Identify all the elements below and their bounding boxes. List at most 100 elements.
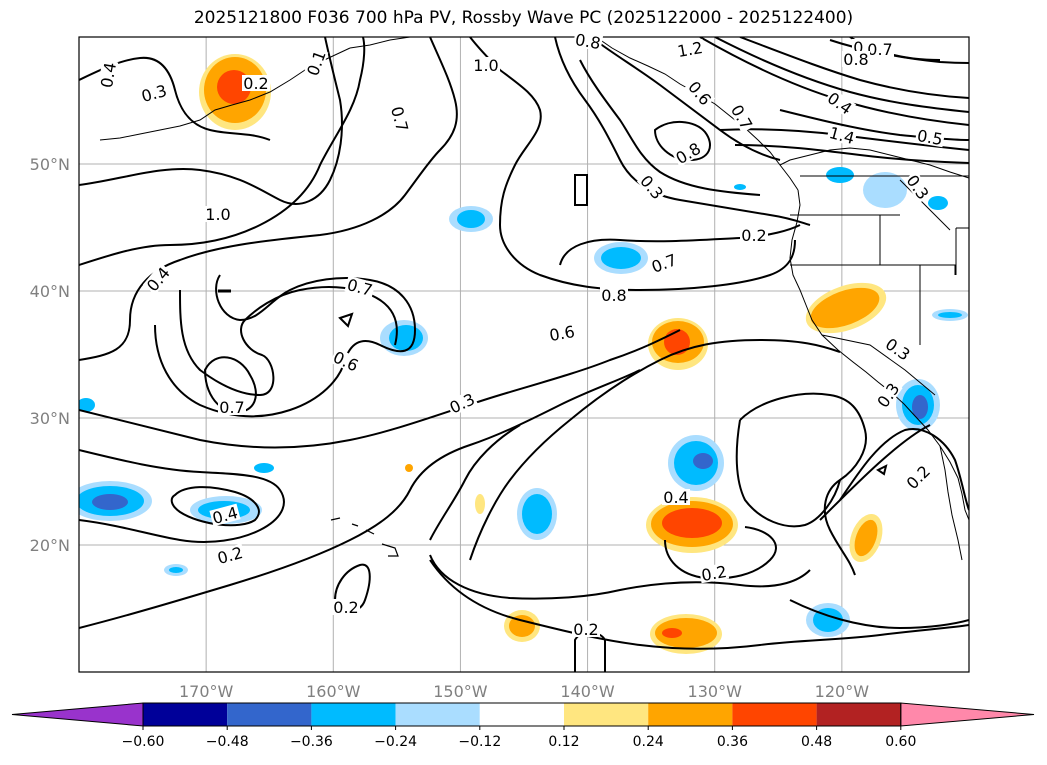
contour-label: 1.0 <box>205 205 230 224</box>
contour-label: 0.8 <box>843 50 868 69</box>
positive-anomaly-south <box>646 497 738 553</box>
lon-tick-label: 130°W <box>688 682 743 701</box>
contour-label-bg <box>242 75 270 91</box>
pv-contours <box>79 37 969 672</box>
graticule <box>79 37 969 672</box>
contour-label-bg <box>914 126 946 148</box>
lat-tick-label: 50°N <box>30 155 70 174</box>
longitude-tick-labels: 170°W 160°W 150°W 140°W 130°W 120°W <box>179 682 869 701</box>
contour-label: 0.2 <box>333 598 358 617</box>
contour-label-bg <box>472 57 500 73</box>
colorbar-box <box>395 703 480 726</box>
contour-label-bg <box>684 77 716 109</box>
contour-label: 0.2 <box>741 226 766 245</box>
positive-anomaly-southwest <box>849 513 883 563</box>
contour-label-bg <box>445 389 479 417</box>
colorbar-box <box>227 703 312 726</box>
contour-label-bg <box>600 287 628 303</box>
contour-label-bg <box>329 347 363 375</box>
colorbar-tick-label: 0.48 <box>801 734 832 750</box>
negative-anomaly-north <box>380 206 648 356</box>
lat-tick-label: 40°N <box>30 282 70 301</box>
contour-label: 1.2 <box>676 38 704 61</box>
colorbar-extend-high <box>900 702 1035 727</box>
contour-label-bg <box>698 562 730 584</box>
contour-label-bg <box>344 275 376 299</box>
contour-label: 0.4 <box>97 61 120 89</box>
contour-label-bg <box>388 103 412 135</box>
contour-label-bg <box>740 227 768 243</box>
colorbar-box <box>816 703 901 726</box>
contour-label-bg <box>214 543 246 567</box>
contour-label: 0.8 <box>601 286 626 305</box>
colorbar-tick-label: −0.36 <box>290 734 333 750</box>
contour-labels: 0.40.3 0.20.10.71.00.8 1.20.60.70.80.30.41… <box>97 30 946 639</box>
contour-label: 0.2 <box>243 74 268 93</box>
positive-anomaly-california <box>805 282 887 334</box>
colorbar-tick-label: −0.12 <box>458 734 501 750</box>
positive-anomaly-bottom <box>405 464 722 654</box>
colorbar-box <box>648 703 733 726</box>
contour-label-bg <box>303 47 329 79</box>
contour-label: 0.8 <box>574 30 602 53</box>
contour-label-bg <box>648 250 680 276</box>
colorbar-tick-label: 0.36 <box>717 734 748 750</box>
map-title: 2025121800 F036 700 hPa PV, Rossby Wave … <box>193 8 854 28</box>
contour-label-bg <box>97 59 119 91</box>
contour-label-bg <box>204 206 232 222</box>
contour-label-bg <box>332 599 360 615</box>
contour-label: 0.5 <box>916 126 944 149</box>
contour-label-bg <box>902 461 934 493</box>
contour-label-bg <box>662 489 690 505</box>
colorbar-frame <box>142 702 902 727</box>
contour-label-bg <box>881 334 915 364</box>
contour-label-bg <box>142 263 174 295</box>
islands <box>218 174 888 557</box>
lon-tick-label: 170°W <box>179 682 234 701</box>
contour-label-bg <box>209 503 241 527</box>
lon-tick-label: 160°W <box>306 682 361 701</box>
colorbar-tick-label: 0.24 <box>633 734 664 750</box>
contour-label-bg <box>572 621 600 637</box>
colorbar-tick-label: −0.24 <box>374 734 417 750</box>
colorbar-tick-label: −0.48 <box>206 734 249 750</box>
positive-anomaly-aleutian <box>199 54 271 130</box>
map-frame <box>78 36 970 673</box>
lon-tick-label: 120°W <box>815 682 870 701</box>
contour-label-bg <box>728 100 756 134</box>
colorbar: −0.60 −0.48 −0.36 −0.24 −0.12 0.12 0.24 0.36 0.4… <box>11 702 1035 750</box>
colorbar-box <box>143 703 228 726</box>
colorbar-tick-label: 0.12 <box>548 734 579 750</box>
negative-anomaly-east <box>734 167 968 637</box>
contour-label-bg <box>546 322 578 344</box>
contour-label: 0.4 <box>663 488 688 507</box>
contour-label-bg <box>823 88 857 118</box>
contour-label-bg <box>674 38 706 60</box>
colorbar-tick-label: −0.60 <box>122 734 165 750</box>
positive-anomaly-central <box>648 318 708 370</box>
contour-label: 0.6 <box>548 322 576 345</box>
latitude-tick-labels: 50°N 40°N 30°N 20°N <box>30 155 70 555</box>
negative-anomaly-central <box>517 435 724 540</box>
lat-tick-label: 30°N <box>30 409 70 428</box>
contour-label-bg <box>671 139 705 167</box>
contour-label-bg <box>866 41 894 57</box>
colorbar-box <box>564 703 649 726</box>
colorbar-extend-low <box>11 702 144 727</box>
colorbar-tick-label: 0.60 <box>885 734 916 750</box>
lon-tick-label: 140°W <box>560 682 615 701</box>
contour-label-bg <box>636 171 668 203</box>
lon-tick-label: 150°W <box>433 682 488 701</box>
contour-label: 0.7 <box>867 40 892 59</box>
contour-label: 0.2 <box>573 620 598 639</box>
map-area <box>79 37 969 672</box>
contour-label-bg <box>842 51 870 67</box>
contour-label-bg <box>873 378 903 412</box>
lat-tick-label: 20°N <box>30 536 70 555</box>
colorbar-box <box>311 703 396 726</box>
colorbar-box <box>732 703 817 726</box>
contour-label-bg <box>138 81 170 105</box>
contour-label-bg <box>572 30 604 52</box>
contour-label-bg <box>903 170 933 204</box>
